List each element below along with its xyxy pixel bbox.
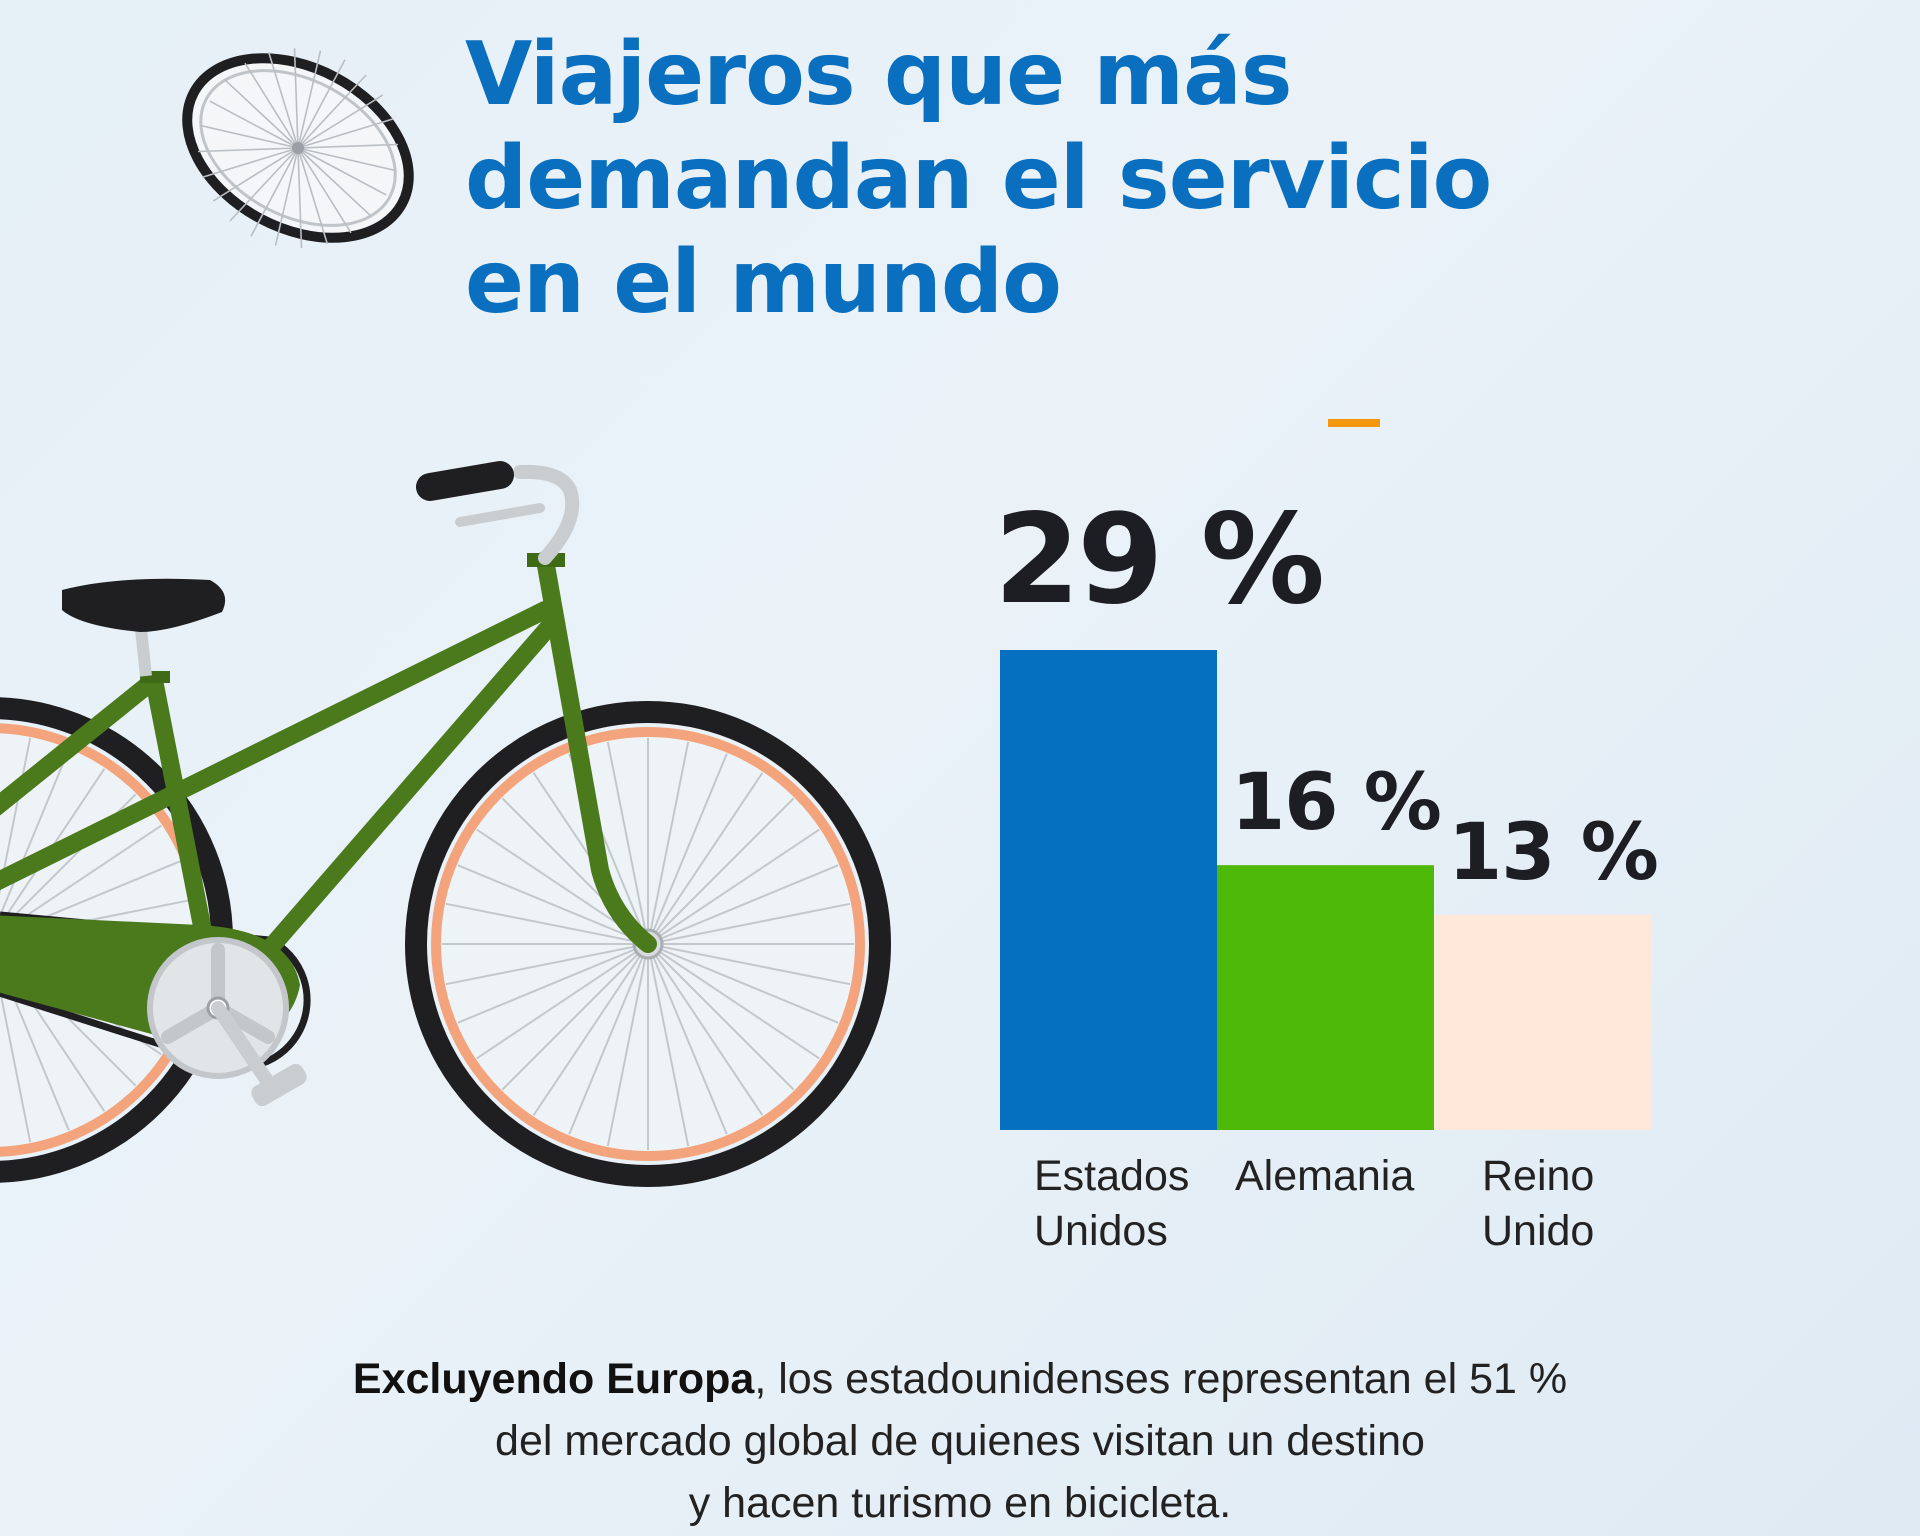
page-title: Viajeros que más demandan el servicio en… <box>465 22 1492 334</box>
bar-0 <box>1000 650 1217 1130</box>
bar-2 <box>1434 914 1651 1130</box>
category-label-2-0: Reino <box>1482 1152 1594 1200</box>
category-label-2-1: Unido <box>1482 1207 1594 1255</box>
value-label-0: 29 % <box>994 488 1322 632</box>
caption: Excluyendo Europa, los estadounidenses r… <box>200 1348 1720 1534</box>
bar-chart: 29 % Estados Unidos 16 % Alemania 13 % Reino Un… <box>994 488 1659 1255</box>
bar-1 <box>1217 865 1434 1130</box>
bicycle-wheel-icon <box>182 48 414 248</box>
value-label-1: 16 % <box>1231 758 1441 848</box>
caption-line-1-rest: , los estadounidenses representan el 51 … <box>754 1355 1568 1403</box>
category-label-0-0: Estados <box>1034 1152 1189 1200</box>
title-line-3: en el mundo <box>465 231 1062 333</box>
caption-line-1: Excluyendo Europa, los estadounidenses r… <box>200 1348 1720 1410</box>
caption-bold: Excluyendo Europa <box>352 1355 755 1403</box>
value-label-2: 13 % <box>1448 808 1658 898</box>
title-line-2: demandan el servicio <box>465 127 1492 229</box>
category-label-1-0: Alemania <box>1235 1152 1414 1200</box>
bicycle-illustration <box>0 461 891 1187</box>
title-line-1: Viajeros que más <box>465 23 1293 125</box>
caption-line-3: y hacen turismo en bicicleta. <box>688 1479 1232 1527</box>
orange-dash-accent <box>1328 419 1380 427</box>
category-label-0-1: Unidos <box>1034 1207 1168 1255</box>
caption-line-2: del mercado global de quienes visitan un… <box>495 1417 1425 1465</box>
